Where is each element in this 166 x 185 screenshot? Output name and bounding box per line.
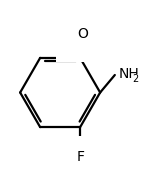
Text: F: F: [76, 150, 84, 164]
Text: O: O: [77, 27, 88, 41]
Text: NH: NH: [119, 67, 140, 81]
Text: 2: 2: [132, 74, 138, 84]
